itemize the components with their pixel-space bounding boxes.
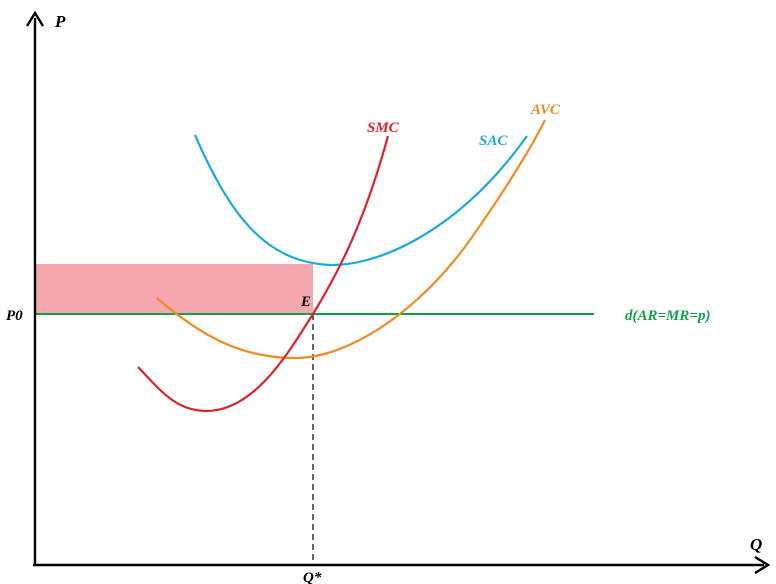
sac-label: SAC [479, 133, 508, 149]
y-axis-label: P [54, 12, 66, 31]
x-axis-arrowhead [754, 555, 771, 575]
sac-curve [193, 134, 528, 267]
y-axis-arrowhead [25, 10, 45, 27]
smc-label: SMC [367, 120, 400, 136]
avc-label: AVC [530, 102, 561, 118]
smc-curve [137, 135, 390, 413]
profit-area [35, 264, 313, 314]
x-axis-label: Q [750, 535, 762, 554]
quantity-label: Q* [303, 570, 322, 584]
price-level-label: P0 [6, 308, 23, 324]
avc-curve [156, 119, 546, 360]
demand-line-label: d(AR=MR=p) [625, 308, 710, 324]
equilibrium-label: E [300, 294, 311, 310]
